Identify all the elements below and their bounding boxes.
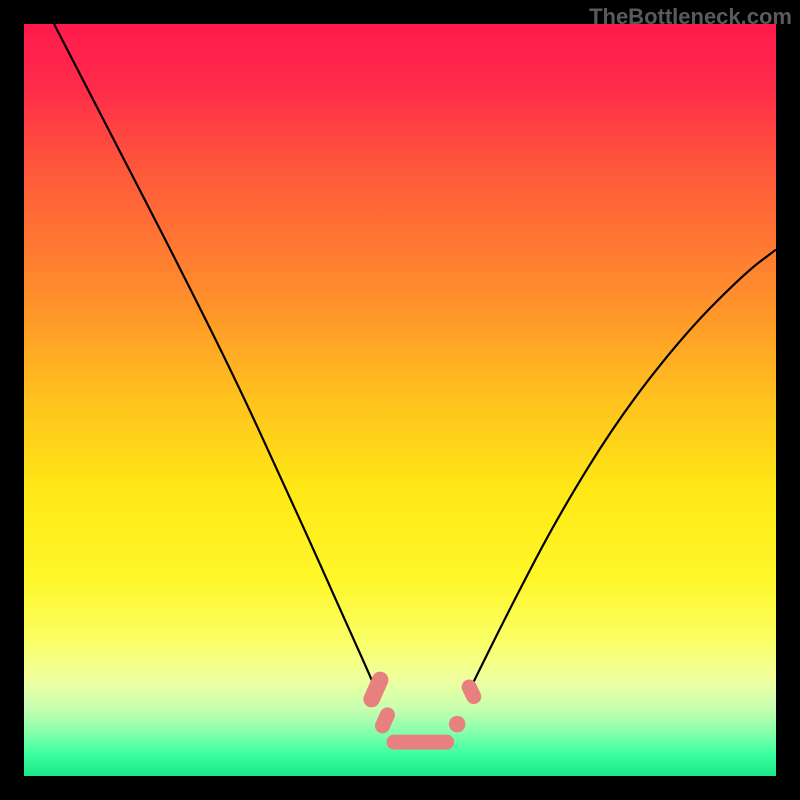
watermark-label: TheBottleneck.com bbox=[589, 4, 792, 30]
valley-marker bbox=[361, 669, 391, 710]
valley-marker bbox=[373, 705, 398, 736]
plot-area bbox=[24, 24, 776, 776]
valley-marker bbox=[386, 735, 454, 750]
curve-left-branch bbox=[54, 24, 379, 697]
valley-marker bbox=[449, 716, 466, 733]
valley-markers bbox=[361, 669, 484, 750]
bottleneck-curve bbox=[24, 24, 776, 776]
curve-right-branch bbox=[466, 250, 776, 697]
valley-marker bbox=[459, 677, 484, 707]
